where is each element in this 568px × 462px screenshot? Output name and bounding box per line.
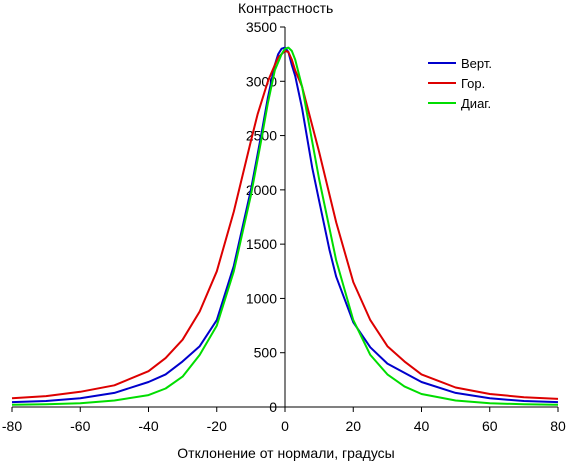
x-tick-label: 0 — [281, 418, 289, 434]
series-line-3 — [11, 46, 559, 406]
series-line-2 — [11, 49, 559, 400]
x-tick-label: -80 — [2, 418, 22, 434]
x-tick-label: -60 — [70, 418, 90, 434]
x-axis-title: Отклонение от нормали, градусы — [177, 445, 394, 461]
y-tick-label: 1000 — [246, 290, 277, 306]
x-tick-label: 80 — [550, 418, 566, 434]
legend-label: Диаг. — [461, 96, 491, 111]
x-tick-label: 20 — [345, 418, 361, 434]
y-axis-title: Контрастность — [238, 0, 333, 16]
y-tick-label: 3500 — [246, 19, 277, 35]
y-tick-label: 1500 — [246, 236, 277, 252]
x-tick-label: -40 — [138, 418, 158, 434]
legend-label: Гор. — [461, 76, 485, 91]
x-tick-label: 60 — [482, 418, 498, 434]
legend: Верт. Гор. Диаг. — [428, 56, 492, 111]
series-layer — [11, 46, 559, 406]
series-line-1 — [11, 46, 559, 404]
y-tick-label: 500 — [254, 345, 278, 361]
x-tick-label: -20 — [207, 418, 227, 434]
y-tick-label: 0 — [269, 399, 277, 415]
x-tick-label: 40 — [414, 418, 430, 434]
legend-label: Верт. — [461, 56, 492, 71]
